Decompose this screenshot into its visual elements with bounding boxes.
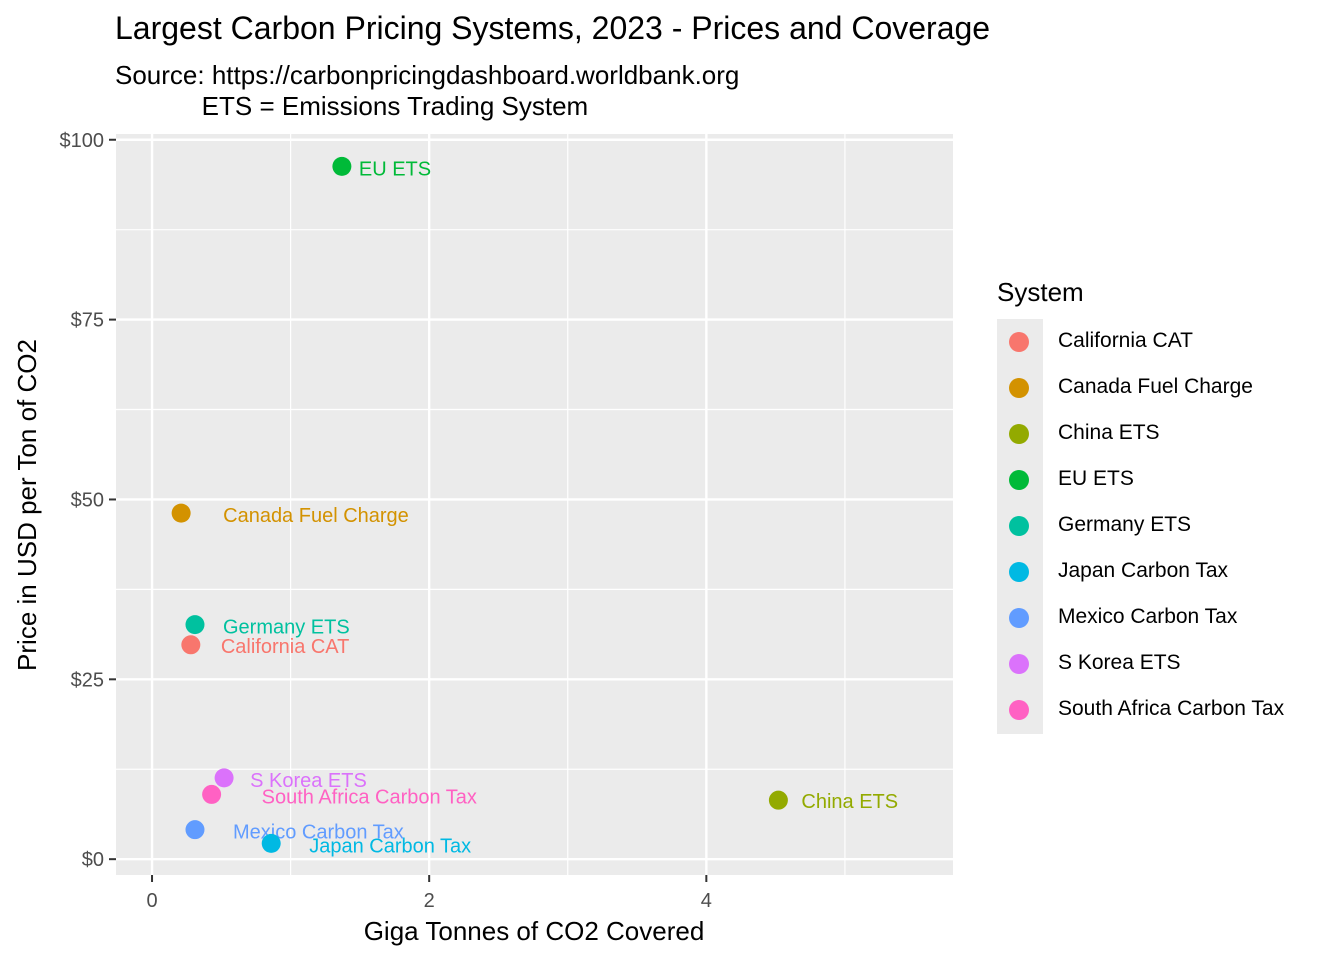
data-point (185, 615, 205, 635)
axes: 0 2 4 $0 $25 $50 $75 $100 (60, 130, 712, 912)
legend-key-icon (1009, 700, 1029, 720)
chart-subtitle: Source: https://carbonpricingdashboard.w… (115, 60, 740, 121)
legend-item: S Korea ETS (997, 641, 1337, 687)
point-label: Mexico Carbon Tax (233, 822, 404, 844)
y-tick-label: $75 (71, 310, 104, 332)
point-label: EU ETS (359, 158, 431, 180)
minor-gridlines (116, 134, 953, 875)
data-point (181, 635, 201, 655)
legend-key-icon (1009, 562, 1029, 582)
y-tick-label: $100 (60, 130, 105, 152)
data-point (768, 790, 788, 810)
legend-label: California CAT (1058, 329, 1193, 352)
x-tick-label: 0 (146, 890, 157, 912)
legend-item: EU ETS (997, 457, 1337, 503)
legend-item: Mexico Carbon Tax (997, 595, 1337, 641)
legend-label: Germany ETS (1058, 513, 1192, 536)
legend-item: Japan Carbon Tax (997, 549, 1337, 595)
point-label: China ETS (801, 791, 898, 813)
point-label: South Africa Carbon Tax (262, 786, 477, 808)
y-axis-label: Price in USD per Ton of CO2 (12, 339, 42, 671)
x-axis-label: Giga Tonnes of CO2 Covered (364, 916, 705, 946)
point-labels: California CAT Canada Fuel Charge China ET… (221, 158, 898, 857)
legend-title: System (997, 277, 1084, 307)
data-points (171, 156, 788, 853)
legend-item: California CAT (997, 319, 1337, 365)
data-point (185, 820, 205, 840)
legend-label: Mexico Carbon Tax (1058, 605, 1238, 628)
legend-label: South Africa Carbon Tax (1058, 697, 1285, 720)
x-tick-label: 4 (701, 890, 712, 912)
legend-key-icon (1009, 378, 1029, 398)
point-label: Germany ETS (223, 617, 350, 639)
y-tick-label: $25 (71, 669, 104, 691)
major-gridlines (116, 134, 953, 875)
point-label: California CAT (221, 636, 350, 658)
point-label: Japan Carbon Tax (309, 835, 471, 857)
data-point (202, 784, 222, 804)
legend-key-icon (1009, 424, 1029, 444)
legend-key-icon (1009, 332, 1029, 352)
data-point (261, 833, 281, 853)
point-label: Canada Fuel Charge (223, 505, 409, 527)
data-point (171, 503, 191, 523)
point-label: S Korea ETS (250, 770, 367, 792)
plot-panel (116, 134, 953, 875)
legend-label: S Korea ETS (1058, 651, 1181, 674)
legend-key-icon (1009, 654, 1029, 674)
legend-item: China ETS (997, 411, 1337, 457)
legend-label: China ETS (1058, 421, 1160, 444)
y-tick-label: $50 (71, 489, 104, 511)
data-point (332, 156, 352, 176)
legend-label: Japan Carbon Tax (1058, 559, 1229, 582)
x-tick-label: 2 (424, 890, 435, 912)
legend-key-icon (1009, 470, 1029, 490)
legend-key-icon (1009, 516, 1029, 536)
legend-item: Canada Fuel Charge (997, 365, 1337, 411)
data-point (214, 768, 234, 788)
legend-label: Canada Fuel Charge (1058, 375, 1253, 398)
legend-item: Germany ETS (997, 503, 1337, 549)
y-tick-label: $0 (82, 849, 104, 871)
legend-item: South Africa Carbon Tax (997, 687, 1337, 733)
legend-label: EU ETS (1058, 467, 1134, 490)
chart-title: Largest Carbon Pricing Systems, 2023 - P… (115, 10, 991, 46)
legend-key-icon (1009, 608, 1029, 628)
